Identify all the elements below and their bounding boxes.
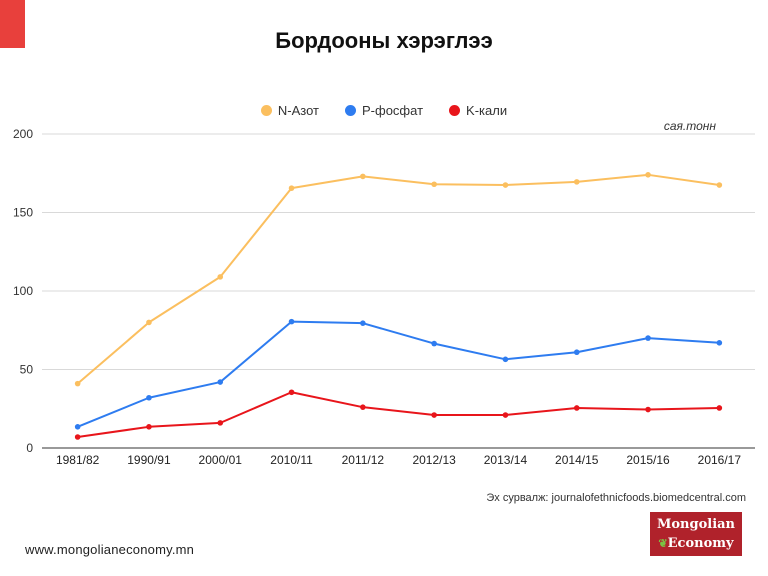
logo-line-1: Mongolian — [656, 517, 736, 532]
data-point — [288, 185, 295, 191]
legend-label-potassium: K-кали — [466, 103, 508, 118]
x-tick-label: 2014/15 — [555, 453, 599, 467]
x-tick-label: 2016/17 — [698, 453, 742, 467]
data-point — [431, 181, 437, 188]
data-point — [360, 173, 366, 180]
legend-item-potassium: K-кали — [449, 103, 507, 118]
legend-label-nitrogen: N-Азот — [277, 103, 319, 118]
data-point — [146, 394, 152, 401]
data-point — [645, 406, 651, 413]
data-point — [573, 405, 580, 411]
legend-item-phosphate: P-фосфат — [345, 103, 423, 118]
data-point — [645, 335, 651, 341]
data-point — [217, 379, 224, 385]
data-point — [360, 320, 366, 326]
x-tick-label: 2011/12 — [342, 453, 385, 467]
legend-item-nitrogen: N-Азот — [260, 103, 319, 118]
data-point — [146, 319, 152, 326]
x-tick-label: 2000/01 — [199, 453, 243, 467]
data-point — [360, 404, 366, 410]
x-tick-label: 2010/11 — [270, 453, 313, 467]
data-point — [288, 389, 295, 396]
legend-marker-potassium — [449, 105, 461, 116]
y-tick-label: 100 — [13, 284, 33, 298]
legend: N-Азот P-фосфат K-кали — [0, 103, 768, 118]
series-line-2 — [77, 391, 720, 438]
y-tick-label: 50 — [20, 363, 34, 377]
data-point — [74, 434, 81, 440]
data-point — [716, 340, 723, 346]
y-tick-label: 0 — [26, 441, 33, 455]
data-point — [502, 182, 509, 188]
data-point — [573, 349, 580, 356]
data-point — [645, 172, 651, 178]
data-point — [716, 405, 723, 411]
mongolian-economy-logo: Mongolian ❦Economy — [650, 512, 742, 556]
x-tick-label: 2015/16 — [626, 453, 670, 467]
data-point — [74, 380, 81, 387]
x-tick-label: 1981/82 — [56, 453, 100, 467]
data-point — [573, 179, 580, 185]
y-tick-label: 150 — [13, 206, 33, 220]
data-point — [431, 412, 437, 418]
data-point — [217, 420, 224, 426]
chart-title: Бордооны хэрэглээ — [275, 28, 493, 53]
data-point — [716, 182, 723, 188]
leaf-icon: ❦ — [658, 537, 668, 550]
data-point — [146, 424, 152, 430]
data-point — [502, 356, 509, 363]
series-line-0 — [76, 173, 720, 385]
source-note: Эх сурвалж: journalofethnicfoods.biomedc… — [486, 492, 746, 504]
x-tick-label: 2013/14 — [484, 453, 528, 467]
x-tick-label: 1990/91 — [127, 453, 171, 467]
series-line-1 — [77, 320, 720, 428]
legend-marker-phosphate — [345, 105, 356, 116]
data-point — [288, 318, 295, 325]
unit-label: сая.тонн — [663, 119, 716, 133]
legend-label-phosphate: P-фосфат — [362, 103, 424, 118]
logo-line-2-text: Economy — [667, 536, 734, 551]
y-tick-label: 200 — [13, 127, 33, 141]
data-point — [502, 412, 509, 418]
corner-accent — [0, 0, 25, 48]
x-tick-label: 2012/13 — [412, 453, 456, 467]
data-point — [431, 340, 437, 347]
legend-marker-nitrogen — [260, 105, 272, 116]
website-url[interactable]: www.mongolianeconomy.mn — [25, 542, 195, 557]
logo-line-2: ❦Economy — [650, 535, 742, 553]
data-point — [74, 424, 81, 430]
data-point — [217, 274, 224, 280]
